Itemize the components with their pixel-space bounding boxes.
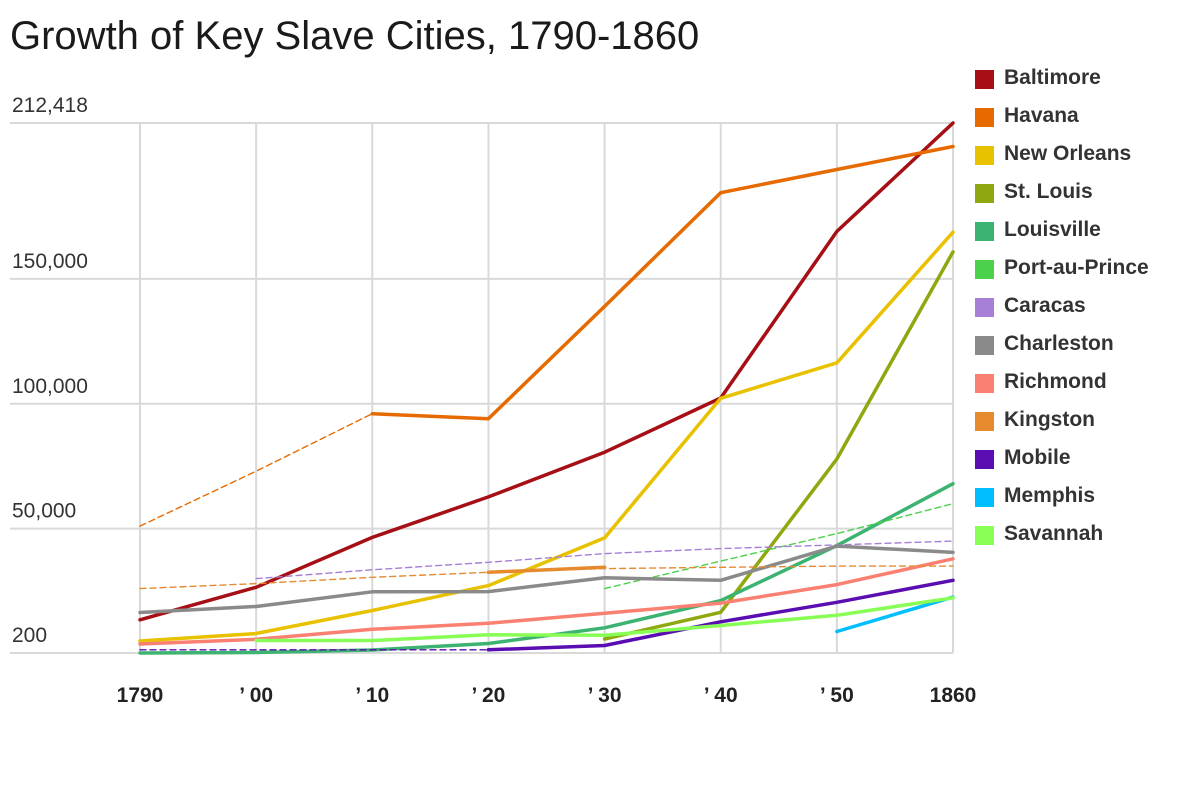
y-tick-label: 200 (12, 624, 47, 647)
legend-swatch (975, 108, 994, 127)
legend-label: Port-au-Prince (1004, 256, 1149, 279)
x-tick-label: 1790 (117, 684, 164, 707)
legend-label: Savannah (1004, 522, 1104, 545)
legend-label: Richmond (1004, 370, 1107, 393)
chart-title: Growth of Key Slave Cities, 1790-1860 (10, 14, 700, 58)
legend-label: Mobile (1004, 446, 1071, 469)
legend-item-savannah[interactable]: Savannah (975, 520, 1195, 558)
legend-item-new-orleans[interactable]: New Orleans (975, 140, 1195, 178)
legend-label: New Orleans (1004, 142, 1132, 165)
legend-label: Louisville (1004, 218, 1101, 241)
y-tick-label: 150,000 (12, 250, 88, 273)
legend-label: St. Louis (1004, 180, 1093, 203)
axis-labels: 200 50,000 100,000 150,000 212,418 1790 ’ 00 ’ … (12, 94, 976, 707)
legend-item-mobile[interactable]: Mobile (975, 444, 1195, 482)
y-tick-label: 100,000 (12, 375, 88, 398)
legend-item-port-au-prince[interactable]: Port-au-Prince (975, 254, 1195, 292)
x-tick-label: ’ 50 (820, 684, 854, 707)
x-tick-label: 1860 (930, 684, 977, 707)
legend-swatch (975, 374, 994, 393)
legend-label: Havana (1004, 104, 1079, 127)
series-line-havana-dashed (139, 413, 373, 527)
series-lines (138, 121, 955, 655)
legend-item-baltimore[interactable]: Baltimore (975, 64, 1195, 102)
legend-swatch (975, 184, 994, 203)
x-tick-label: ’ 40 (704, 684, 738, 707)
y-tick-label: 50,000 (12, 500, 76, 523)
legend-label: Memphis (1004, 484, 1096, 507)
series-line-new-orleans (138, 230, 955, 643)
series-line-kingston-dashed (139, 565, 954, 590)
legend-swatch (975, 298, 994, 317)
y-tick-label: 212,418 (12, 94, 88, 117)
legend: Baltimore Havana New Orleans St. Louis L… (975, 64, 1195, 558)
legend-swatch (975, 336, 994, 355)
legend-swatch (975, 450, 994, 469)
legend-label: Kingston (1004, 408, 1095, 431)
legend-swatch (975, 222, 994, 241)
x-tick-label: ’ 30 (588, 684, 622, 707)
legend-item-charleston[interactable]: Charleston (975, 330, 1195, 368)
legend-swatch (975, 70, 994, 89)
series-line-kingston (486, 565, 607, 575)
series-line-mobile (486, 578, 955, 652)
legend-swatch (975, 488, 994, 507)
series-line-havana (370, 144, 955, 421)
legend-swatch (975, 146, 994, 165)
series-line-memphis (835, 595, 955, 634)
legend-item-st-louis[interactable]: St. Louis (975, 178, 1195, 216)
grid-lines (10, 122, 954, 654)
x-tick-label: ’ 10 (355, 684, 389, 707)
legend-label: Baltimore (1004, 66, 1101, 89)
legend-label: Charleston (1004, 332, 1114, 355)
legend-item-kingston[interactable]: Kingston (975, 406, 1195, 444)
legend-swatch (975, 412, 994, 431)
legend-item-havana[interactable]: Havana (975, 102, 1195, 140)
legend-item-richmond[interactable]: Richmond (975, 368, 1195, 406)
series-line-baltimore (138, 121, 955, 622)
x-tick-label: ’ 20 (471, 684, 505, 707)
legend-item-caracas[interactable]: Caracas (975, 292, 1195, 330)
x-tick-label: ’ 00 (239, 684, 273, 707)
series-line-richmond (138, 557, 955, 646)
series-line-savannah (254, 596, 955, 643)
legend-swatch (975, 260, 994, 279)
series-line-port-au-prince-dashed (603, 503, 954, 590)
legend-label: Caracas (1004, 294, 1086, 317)
legend-item-louisville[interactable]: Louisville (975, 216, 1195, 254)
legend-swatch (975, 526, 994, 545)
series-line-st-louis (602, 250, 955, 641)
series-line-charleston (138, 544, 955, 615)
legend-item-memphis[interactable]: Memphis (975, 482, 1195, 520)
